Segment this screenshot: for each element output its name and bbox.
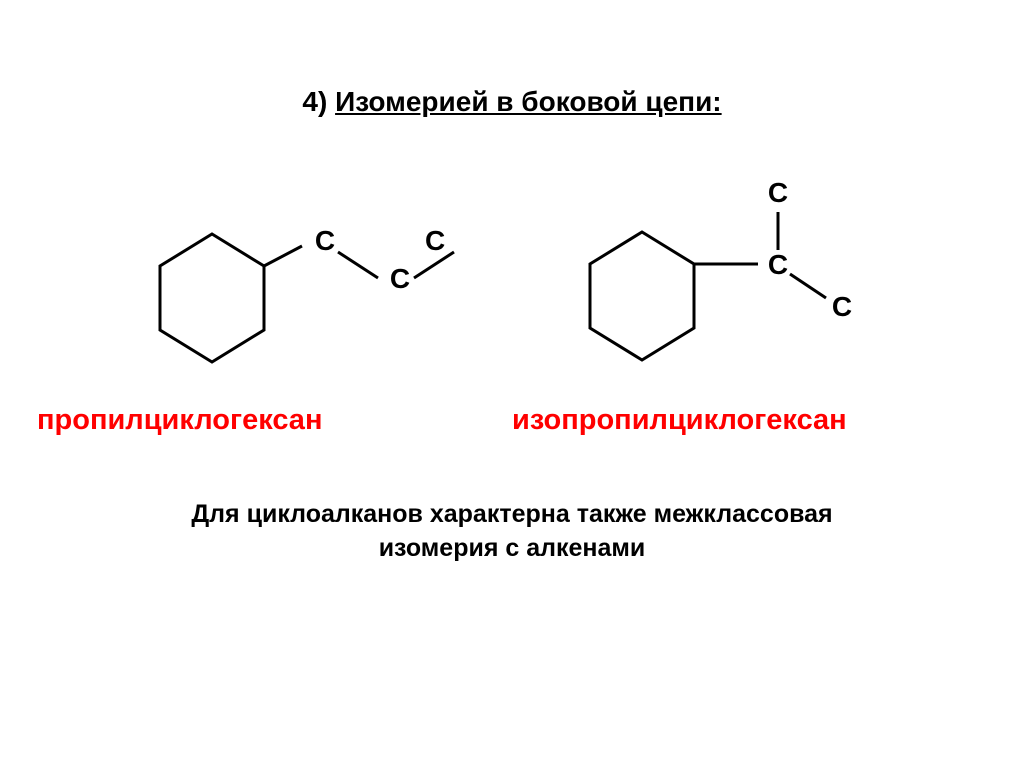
hexagon-left xyxy=(160,234,264,362)
atom-right-cdown: C xyxy=(832,291,852,322)
atom-right-c1: C xyxy=(768,249,788,280)
label-propylcyclohexane: пропилциклогексан xyxy=(37,404,322,437)
svg-propylcyclohexane: C C C xyxy=(116,222,476,402)
label-isopropylcyclohexane: изопропилциклогексан xyxy=(512,404,847,437)
bond-right-down xyxy=(790,274,826,298)
structure-isopropylcyclohexane: C C C xyxy=(546,170,886,405)
atom-left-c2: C xyxy=(390,263,410,294)
footer-text: Для циклоалканов характерна также межкла… xyxy=(0,498,1024,566)
atom-left-c3: C xyxy=(425,225,445,256)
title-line: 4) Изомерией в боковой цепи: xyxy=(0,86,1024,118)
bond-left-1 xyxy=(264,246,302,266)
atom-right-cup: C xyxy=(768,177,788,208)
bond-left-2 xyxy=(338,252,378,278)
hexagon-right xyxy=(590,232,694,360)
slide-root: 4) Изомерией в боковой цепи: C C C C C C… xyxy=(0,0,1024,768)
structure-propylcyclohexane: C C C xyxy=(116,222,476,407)
svg-isopropylcyclohexane: C C C xyxy=(546,170,886,400)
title-number: 4) xyxy=(302,86,327,117)
footer-line1: Для циклоалканов характерна также межкла… xyxy=(191,500,832,528)
title-text: Изомерией в боковой цепи: xyxy=(335,86,722,117)
footer-line2: изомерия с алкенами xyxy=(379,534,646,562)
atom-left-c1: C xyxy=(315,225,335,256)
